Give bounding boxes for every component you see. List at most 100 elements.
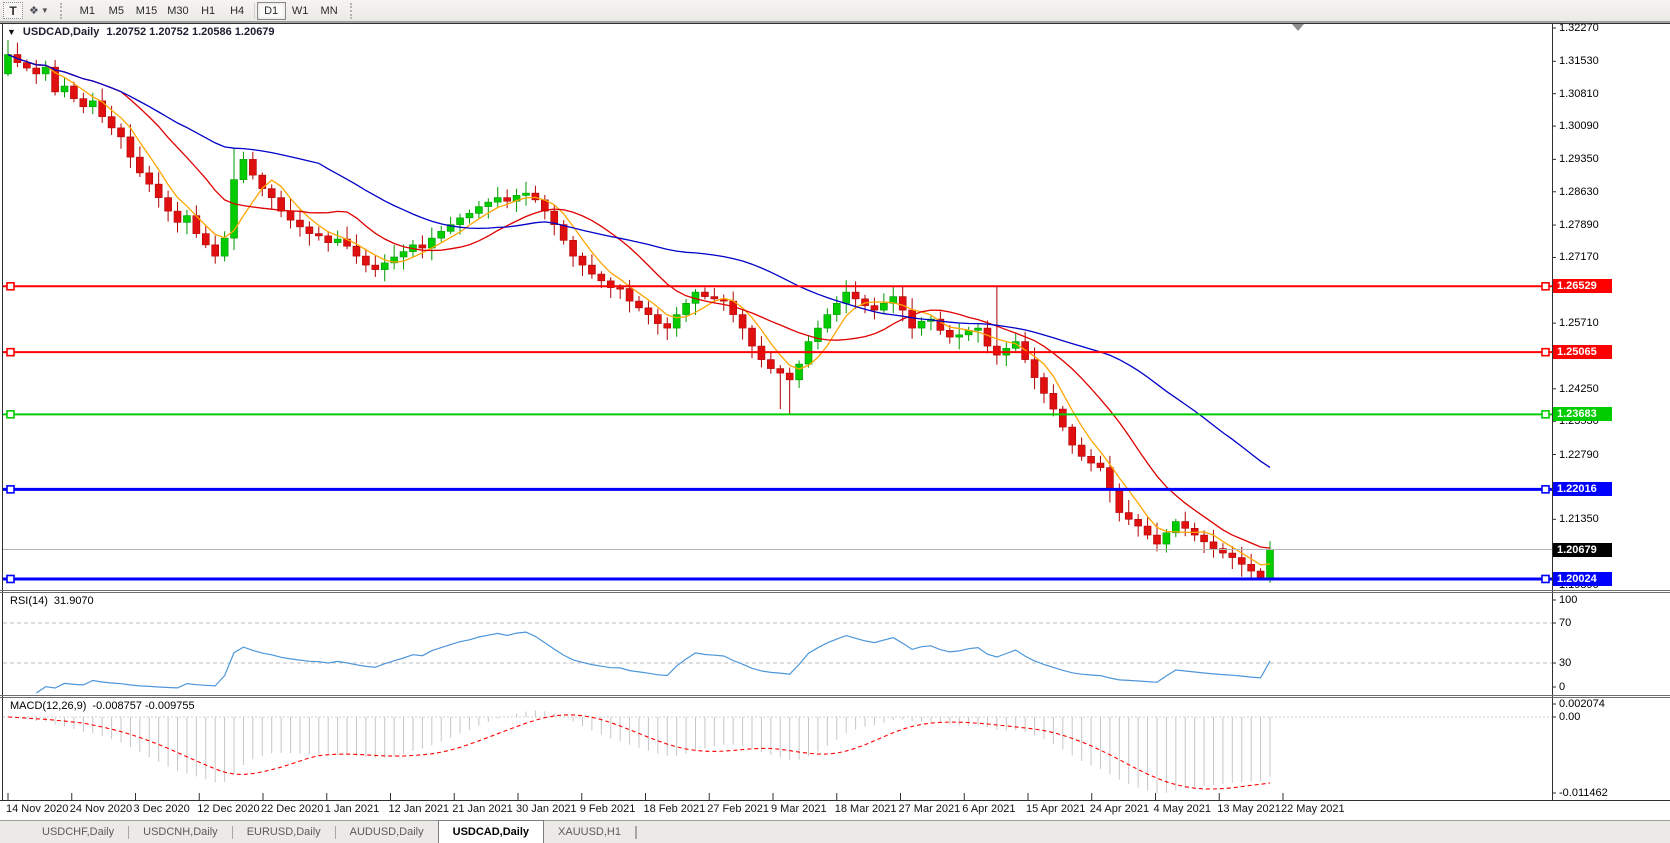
rsi-axis-tick-100: 100 (1559, 594, 1578, 606)
chevron-down-icon: ▼ (40, 6, 49, 15)
price-level-badge-1.22016: 1.22016 (1553, 482, 1612, 497)
time-axis-label-22-Dec-2020: 22 Dec 2020 (261, 803, 324, 815)
level-anchor-marker[interactable] (1541, 574, 1550, 584)
timeframe-button-d1[interactable]: D1 (256, 1, 286, 20)
price-level-badge-1.23683: 1.23683 (1553, 407, 1612, 422)
ma-line-fast[interactable] (7, 53, 1271, 566)
timeframe-button-mn[interactable]: MN (320, 4, 338, 17)
toolbar-grip-end[interactable] (349, 2, 358, 19)
time-axis-label-27-Feb-2021: 27 Feb 2021 (707, 803, 770, 815)
level-anchor-marker[interactable] (1541, 347, 1550, 357)
time-axis-label-4-May-2021: 4 May 2021 (1153, 803, 1211, 815)
tab-divider (334, 825, 336, 839)
time-axis-label-13-May-2021: 13 May 2021 (1217, 803, 1281, 815)
price-axis-tick-1.21350: 1.21350 (1559, 513, 1599, 526)
time-axis-label-14-Nov-2020: 14 Nov 2020 (6, 803, 69, 815)
level-anchor-marker[interactable] (1541, 410, 1550, 419)
price-axis-tick-1.30810: 1.30810 (1559, 87, 1599, 100)
price-axis-tick-1.29350: 1.29350 (1559, 153, 1599, 166)
timeframe-button-m30[interactable]: M30 (167, 4, 189, 17)
shapes-tool-icon: ❖ (29, 5, 39, 17)
macd-values: -0.008757 -0.009755 (92, 700, 195, 712)
level-anchor-marker[interactable] (6, 347, 15, 357)
rsi-name: RSI(14) (10, 595, 48, 607)
timeframe-button-group: M1 M5 M15 M30 H1 H4 D1 W1 MN (73, 1, 344, 20)
macd-name: MACD(12,26,9) (10, 700, 87, 712)
price-axis-tick-1.31530: 1.31530 (1559, 55, 1599, 68)
rsi-axis-tick-0: 0 (1559, 681, 1566, 693)
chart-tab-audusd[interactable]: AUDUSD,Daily (349, 826, 424, 838)
time-axis-label-24-Apr-2021: 24 Apr 2021 (1089, 803, 1150, 815)
time-axis-label-12-Jan-2021: 12 Jan 2021 (388, 803, 450, 815)
rsi-line (35, 631, 1271, 694)
macd-signal-line (7, 714, 1271, 790)
shapes-tool-button[interactable]: ❖ ▼ (26, 2, 52, 19)
rsi-pane (3, 622, 1552, 694)
rsi-axis-tick-70: 70 (1559, 617, 1572, 629)
price-level-badge-1.25065: 1.25065 (1553, 345, 1612, 360)
tab-divider (231, 825, 233, 839)
chart-tab-usdcnh[interactable]: USDCNH,Daily (143, 826, 218, 838)
time-axis-label-21-Jan-2021: 21 Jan 2021 (452, 803, 513, 815)
level-anchor-marker[interactable] (1541, 281, 1550, 291)
time-axis-label-27-Mar-2021: 27 Mar 2021 (898, 803, 961, 815)
timeframe-button-m1[interactable]: M1 (79, 4, 95, 17)
tab-divider (636, 825, 637, 839)
price-axis-tick-1.22790: 1.22790 (1559, 448, 1599, 461)
price-axis-tick-1.28630: 1.28630 (1559, 185, 1599, 198)
timeframe-button-m5[interactable]: M5 (108, 4, 124, 17)
price-axis-tick-1.32270: 1.32270 (1559, 22, 1599, 34)
chart-tab-usdcad[interactable]: USDCAD,Daily (437, 820, 545, 843)
price-axis-tick-1.27890: 1.27890 (1559, 219, 1599, 232)
timeframe-button-m15[interactable]: M15 (135, 4, 158, 17)
time-axis-label-15-Apr-2021: 15 Apr 2021 (1026, 803, 1086, 815)
chart-shift-marker-icon[interactable] (1292, 24, 1304, 31)
toolbar-separator (253, 2, 255, 19)
macd-axis-tick--0.011462: -0.011462 (1559, 786, 1608, 799)
level-anchor-marker[interactable] (6, 485, 15, 494)
collapse-arrow-icon[interactable]: ▼ (7, 27, 16, 37)
macd-label: MACD(12,26,9) -0.008757 -0.009755 (10, 700, 195, 712)
chart-tab-eurusd[interactable]: EURUSD,Daily (246, 826, 321, 838)
macd-axis-tick-0.00: 0.00 (1559, 711, 1581, 723)
time-axis-label-24-Nov-2020: 24 Nov 2020 (69, 803, 133, 815)
time-axis-label-18-Mar-2021: 18 Mar 2021 (834, 803, 897, 815)
timeframe-button-h1[interactable]: H1 (201, 4, 216, 17)
rsi-value: 31.9070 (53, 595, 94, 607)
time-axis-label-9-Feb-2021: 9 Feb 2021 (579, 803, 636, 815)
rsi-label: RSI(14) 31.9070 (10, 595, 94, 607)
timeframe-button-h4[interactable]: H4 (230, 4, 245, 17)
chart-tab-usdchf[interactable]: USDCHF,Daily (42, 826, 115, 838)
time-axis-label-1-Jan-2021: 1 Jan 2021 (324, 803, 380, 815)
tab-divider (128, 825, 130, 839)
price-axis-tick-1.27170: 1.27170 (1559, 251, 1599, 264)
macd-axis-tick-0.002074: 0.002074 (1559, 698, 1605, 710)
price-level-badge-1.20024: 1.20024 (1553, 571, 1612, 586)
text-tool-icon: T (9, 3, 17, 18)
toolbar-grip[interactable] (59, 2, 68, 19)
rsi-axis-tick-30: 30 (1559, 657, 1572, 669)
chart-tab-xauusd[interactable]: XAUUSD,H1 (558, 826, 621, 838)
price-axis-tick-1.25710: 1.25710 (1559, 317, 1599, 330)
level-anchor-marker[interactable] (6, 574, 15, 584)
time-axis-label-18-Feb-2021: 18 Feb 2021 (643, 803, 706, 815)
text-tool-button[interactable]: T (3, 2, 23, 19)
ma-line-medium[interactable] (7, 53, 1271, 549)
chart-ohlc-values: 1.20752 1.20752 1.20586 1.20679 (106, 26, 275, 38)
chart-symbol-label: USDCAD,Daily (22, 26, 100, 38)
candles-layer (4, 40, 1274, 583)
level-anchor-marker[interactable] (1541, 485, 1550, 494)
chart-frame (0, 22, 1670, 801)
chart-tab-bar: USDCHF,Daily USDCNH,Daily EURUSD,Daily AUDU… (0, 820, 1670, 843)
ma-line-slow[interactable] (7, 53, 1271, 468)
price-level-badge-1.26529: 1.26529 (1553, 279, 1612, 294)
price-level-badge-1.20679: 1.20679 (1553, 542, 1612, 557)
timeframe-button-w1[interactable]: W1 (291, 4, 309, 17)
time-axis-label-6-Apr-2021: 6 Apr 2021 (962, 803, 1016, 815)
level-anchor-marker[interactable] (6, 410, 15, 419)
time-axis-label-3-Dec-2020: 3 Dec 2020 (133, 803, 190, 815)
level-anchor-marker[interactable] (6, 281, 15, 291)
time-axis-label-9-Mar-2021: 9 Mar 2021 (771, 803, 827, 815)
